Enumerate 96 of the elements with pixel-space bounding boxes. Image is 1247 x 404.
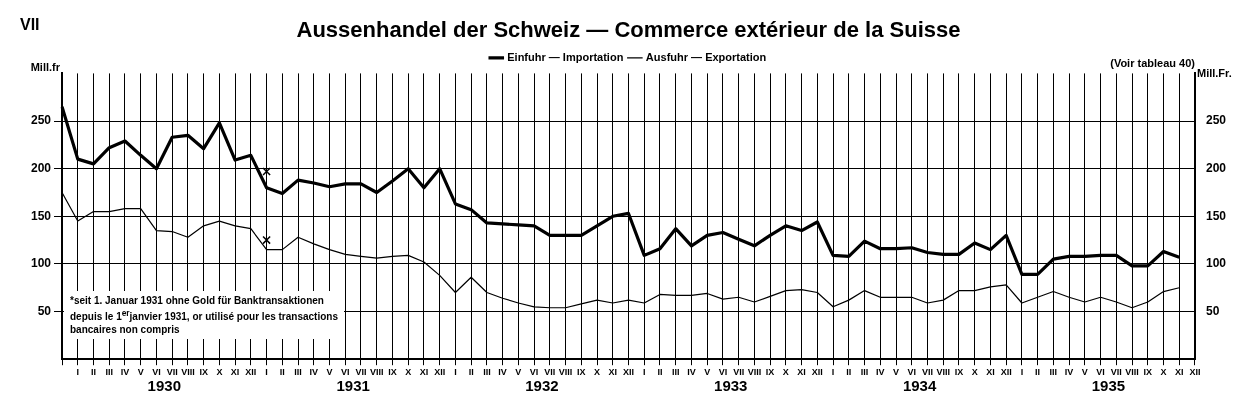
x-tick-label: VIII [369, 367, 384, 378]
x-tick-label: VI [152, 367, 161, 378]
x-tick-label: X [1160, 367, 1167, 378]
x-tick-label: XII [245, 367, 257, 378]
x-tick-label: X [971, 367, 978, 378]
x-tick-label: I [1020, 367, 1024, 378]
text: 1930 [147, 377, 181, 395]
x-tick-label: VII [355, 367, 367, 378]
text: 1932 [525, 377, 559, 395]
x-tick-label: III [1049, 367, 1058, 378]
x-tick-label: IX [199, 367, 208, 378]
x-tick-label: III [671, 367, 680, 378]
x-tick-label: IV [1064, 367, 1074, 378]
text: VII [20, 16, 40, 33]
y2-tick-label: 100 [1205, 256, 1227, 271]
x-tick-label: VIII [747, 367, 762, 378]
x-tick-label: IX [954, 367, 964, 378]
x-tick-label: X [594, 367, 601, 378]
x-tick-label: II [1035, 367, 1041, 378]
x-tick-label: XII [622, 367, 635, 378]
x-tick-label: VII [1110, 367, 1122, 378]
x-tick-label: X [405, 367, 412, 378]
x-tick-label: VII [921, 367, 933, 378]
x-tick-label: VIII [936, 367, 950, 378]
legend-label: Einfuhr — Importation [507, 50, 624, 63]
x-tick-label: I [642, 367, 646, 378]
x-tick-label: X [216, 367, 223, 378]
y2-tick-label: 50 [1205, 303, 1220, 318]
x-tick-label: I [265, 367, 268, 378]
x-tick-label: XI [1174, 367, 1184, 378]
x-tick-label: XII [434, 367, 446, 378]
x-tick-label: XI [230, 367, 240, 378]
x-tick-label: V [326, 367, 333, 378]
x-tick-label: VIII [558, 367, 573, 378]
x-tick-label: XI [986, 367, 995, 378]
x-tick-label: XI [419, 367, 429, 378]
x-tick-label: II [846, 367, 852, 378]
text: 1934 [902, 377, 937, 395]
x-tick-label: VIII [181, 367, 195, 378]
x-tick-label: IX [1143, 367, 1153, 378]
x-tick-label: VI [718, 367, 728, 378]
x-tick-label: II [279, 367, 285, 378]
x-tick-label: VII [733, 367, 745, 378]
x-tick-label: IV [498, 367, 507, 378]
x-tick-label: VI [341, 367, 350, 378]
x-tick-label: V [893, 367, 900, 378]
x-tick-label: II [657, 367, 663, 378]
y-axis-title: Mill.fr [30, 61, 61, 74]
x-tick-label: III [105, 367, 113, 378]
x-tick-label: IV [876, 367, 885, 378]
y2-tick-label: 200 [1205, 160, 1227, 175]
x-tick-label: X [782, 367, 789, 378]
x-tick-label: I [831, 367, 835, 378]
x-tick-label: VII [544, 367, 556, 378]
x-tick-label: V [515, 367, 522, 378]
x-tick-label: IV [687, 367, 696, 378]
x-tick-label: VIII [1125, 367, 1139, 378]
x-tick-label: VI [529, 367, 539, 378]
x-tick-label: VII [166, 367, 178, 378]
text: 1933 [714, 377, 748, 395]
x-tick-label: XII [811, 367, 823, 378]
y2-tick-label: 250 [1205, 113, 1227, 128]
x-tick-label: V [704, 367, 711, 378]
y-tick-label: 250 [30, 113, 52, 128]
x-tick-label: II [90, 367, 96, 378]
y-tick-label: 150 [30, 208, 52, 223]
x-tick-label: I [454, 367, 457, 378]
x-tick-label: IX [388, 367, 397, 378]
x-tick-label: XI [608, 367, 618, 378]
text: 1935 [1091, 377, 1126, 395]
x-tick-label: III [483, 367, 491, 378]
y2-tick-label: 150 [1205, 208, 1227, 223]
x-tick-label: VI [1096, 367, 1105, 378]
text: (Voir tableau 40) [1110, 57, 1196, 70]
x-tick-label: IX [577, 367, 586, 378]
x-tick-label: V [137, 367, 144, 378]
y-tick-label: 100 [30, 256, 52, 271]
annotation: *seit 1. Januar 1931 ohne Gold für Banktransaktionen depuis le 1$^{er}$janvier 1931, or utilisé pour les transactions bancaires non compris [64, 290, 344, 339]
x-tick-label: IV [120, 367, 130, 378]
chart-title: Aussenhandel der Schweiz — Commerce extérieur de la Suisse [296, 17, 961, 43]
x-tick-label: VI [907, 367, 916, 378]
y2-axis-title: Mill.Fr. [1196, 67, 1232, 80]
x-tick-label: XII [1189, 367, 1201, 378]
text: 1931 [336, 377, 370, 395]
x-tick-label: XI [797, 367, 806, 378]
x-tick-label: V [1081, 367, 1088, 378]
x-tick-label: III [294, 367, 302, 378]
x-tick-label: II [468, 367, 474, 378]
x-tick-label: XII [1000, 367, 1012, 378]
x-tick-label: I [76, 367, 80, 378]
y-tick-label: 200 [30, 160, 52, 175]
x-tick-label: IX [765, 367, 775, 378]
x-tick-label: IV [309, 367, 319, 378]
y-tick-label: 50 [37, 303, 52, 318]
legend-label: Ausfuhr — Exportation [645, 50, 767, 63]
x-tick-label: III [860, 367, 869, 378]
